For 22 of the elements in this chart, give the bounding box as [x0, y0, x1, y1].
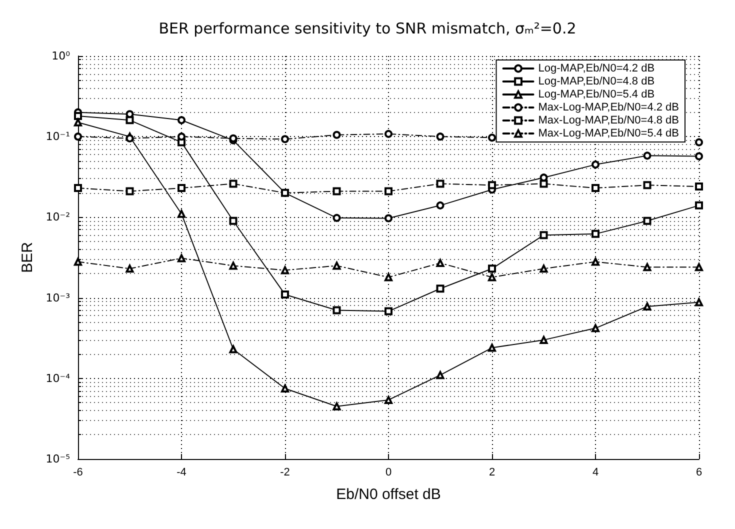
- legend-label: Max-Log-MAP,Eb/N0=5.4 dB: [538, 128, 679, 140]
- y-tick-label: 10⁻¹: [46, 130, 70, 144]
- y-tick-label: 10⁻³: [46, 291, 70, 304]
- y-axis-title: BER: [18, 242, 36, 273]
- x-tick-label: -4: [176, 466, 186, 478]
- legend-label: Log-MAP,Eb/N0=4.8 dB: [538, 76, 655, 88]
- legend-label: Log-MAP,Eb/N0=4.2 dB: [538, 62, 655, 74]
- x-tick-label: 4: [592, 466, 599, 478]
- x-tick-label: -2: [280, 466, 290, 478]
- legend-label: Max-Log-MAP,Eb/N0=4.8 dB: [538, 114, 679, 126]
- y-tick-label: 10⁻²: [46, 210, 70, 224]
- chart-title: BER performance sensitivity to SNR mismatch, σₘ²=0.2: [158, 20, 576, 38]
- y-tick-label: 10⁻⁴: [46, 372, 71, 385]
- y-tick-label: 10⁻⁵: [46, 452, 70, 466]
- x-tick-label: 0: [385, 466, 392, 478]
- x-tick-label: 6: [696, 466, 702, 478]
- x-axis-title: Eb/N0 offset dB: [336, 486, 441, 503]
- legend-label: Log-MAP,Eb/N0=5.4 dB: [538, 88, 655, 100]
- legend-label: Max-Log-MAP,Eb/N0=4.2 dB: [538, 102, 679, 114]
- x-tick-label: 2: [488, 466, 496, 478]
- y-tick-label: 10⁰: [52, 50, 71, 62]
- x-tick-label: -6: [73, 466, 83, 478]
